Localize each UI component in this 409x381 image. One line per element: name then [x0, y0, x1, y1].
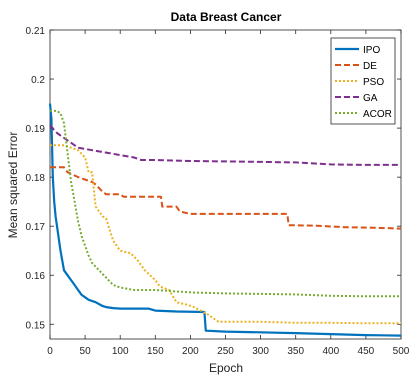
- y-tick-label: 0.19: [26, 124, 46, 135]
- x-tick-label: 400: [322, 346, 339, 357]
- y-tick-label: 0.17: [26, 222, 46, 233]
- legend-label-ga: GA: [363, 93, 378, 104]
- legend-label-de: DE: [363, 61, 377, 72]
- y-axis-label: Mean squared Error: [6, 132, 20, 239]
- x-tick-label: 350: [287, 346, 304, 357]
- x-tick-label: 150: [147, 346, 164, 357]
- plot-area: 0 50 100 150 200 250 300 350 400 450 500 0.15 0.16 0.…: [26, 26, 409, 357]
- x-tick-label: 200: [182, 346, 199, 357]
- chart-title: Data Breast Cancer: [171, 10, 282, 24]
- series-line-de: [50, 166, 402, 230]
- x-tick-label: 0: [47, 346, 53, 357]
- series-line-ipo: [48, 103, 402, 337]
- x-tick-label: 300: [252, 346, 269, 357]
- x-tick-label: 500: [393, 346, 409, 357]
- legend-label-pso: PSO: [363, 77, 384, 88]
- x-tick-label: 100: [112, 346, 129, 357]
- y-tick-label: 0.2: [31, 75, 45, 86]
- x-tick-label: 450: [358, 346, 375, 357]
- x-tick-label: 250: [217, 346, 234, 357]
- y-tick-label: 0.18: [26, 173, 46, 184]
- y-tick-label: 0.21: [26, 26, 46, 37]
- y-tick-label: 0.16: [26, 271, 46, 282]
- x-tick-label: 50: [80, 346, 92, 357]
- legend-label-ipo: IPO: [363, 45, 380, 56]
- legend-label-acor: ACOR: [363, 109, 392, 120]
- legend: [330, 37, 396, 125]
- y-tick-label: 0.15: [26, 320, 46, 331]
- series-line-pso: [50, 144, 401, 325]
- x-axis-label: Epoch: [209, 361, 243, 375]
